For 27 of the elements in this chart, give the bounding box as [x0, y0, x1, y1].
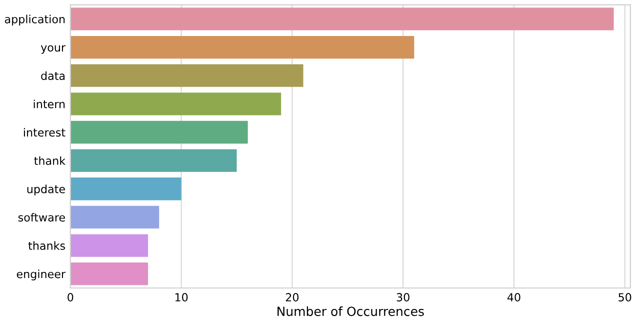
y-tick-label: intern — [34, 100, 65, 108]
x-axis-title: Number of Occurrences — [278, 306, 424, 316]
bar — [70, 64, 304, 87]
y-tick-label: engineer — [16, 270, 66, 280]
y-tick-label: software — [18, 212, 65, 222]
bar — [70, 36, 414, 59]
x-tick-label: 40 — [507, 293, 520, 302]
y-tick-label: application — [4, 14, 65, 26]
bar — [70, 120, 248, 144]
y-tick-label: thank — [34, 156, 66, 165]
bar — [70, 178, 182, 200]
bar — [70, 206, 160, 229]
y-tick-label: data — [41, 71, 65, 80]
y-tick-label: your — [40, 45, 66, 54]
bar — [70, 92, 282, 116]
x-tick-label: 50 — [618, 293, 632, 302]
x-tick-label: 0 — [68, 293, 74, 302]
x-tick-label: 30 — [396, 293, 410, 302]
y-tick-label: thanks — [28, 241, 65, 250]
bar — [70, 8, 614, 30]
bar — [70, 149, 237, 172]
bar — [70, 262, 148, 286]
y-tick-label: update — [27, 184, 65, 196]
x-tick-label: 10 — [175, 293, 188, 302]
y-tick-label: interest — [24, 128, 66, 137]
x-tick-label: 20 — [286, 293, 299, 302]
bar — [70, 234, 148, 257]
